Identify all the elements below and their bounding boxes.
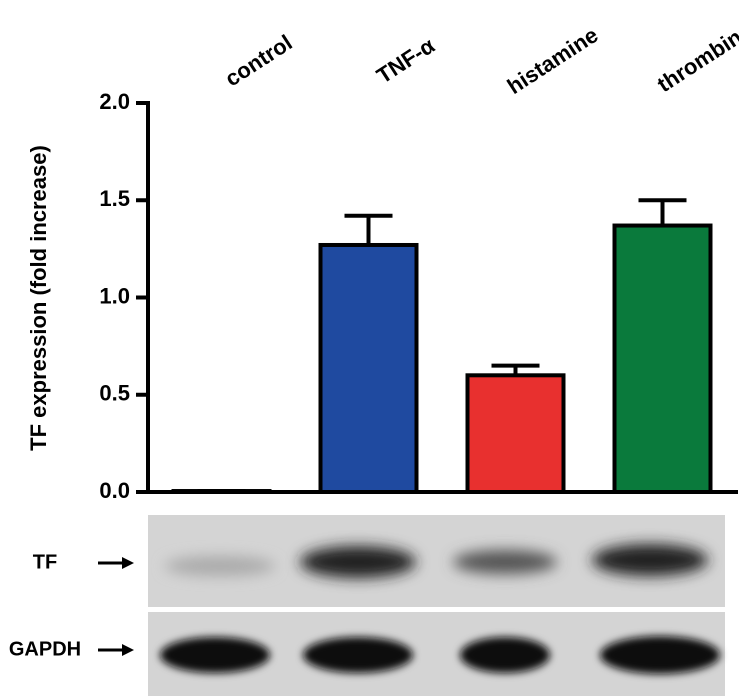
y-tick-label: 1.0 [99,283,130,308]
y-tick-label: 0.0 [99,478,130,503]
y-axis-label: TF expression (fold increase) [26,145,51,451]
blot-label: TF [33,551,57,573]
category-label: histamine [503,22,603,99]
gapdh-band [600,636,720,674]
y-tick-label: 0.5 [99,381,130,406]
blot-panel: TF GAPDH [9,515,725,696]
tf-band [592,544,708,576]
tf-band [453,550,557,574]
gapdh-band [160,637,270,673]
bar [171,489,272,494]
category-label: TNF-α [372,33,439,89]
blot-arrows [98,557,134,656]
gapdh-band [460,637,550,673]
tf-band [165,556,275,576]
bar [465,373,566,494]
y-tick-label: 1.5 [99,186,130,211]
blot-label: GAPDH [9,638,81,660]
category-label: control [221,30,297,92]
gapdh-band [303,637,413,673]
category-label: thrombin [653,24,739,97]
tf-band [300,546,416,578]
bar [612,223,713,494]
y-tick-label: 2.0 [99,89,130,114]
bar [318,242,419,494]
